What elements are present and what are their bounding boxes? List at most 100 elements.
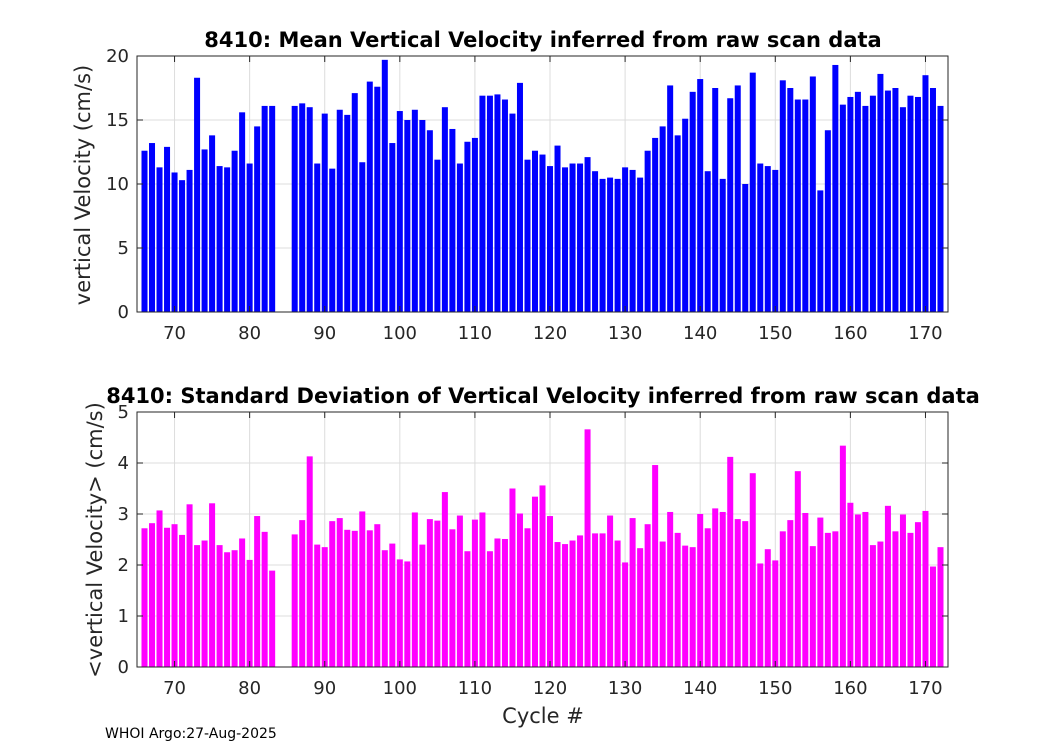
bar — [179, 180, 186, 312]
bar — [141, 528, 148, 667]
bar — [411, 512, 418, 667]
bar — [622, 167, 629, 312]
bar — [291, 534, 298, 667]
bar — [381, 59, 388, 313]
bar — [652, 137, 659, 312]
bar — [697, 79, 704, 312]
bar — [449, 529, 456, 667]
bar — [637, 177, 644, 312]
x-tick-label: 70 — [163, 678, 186, 699]
x-tick-label: 150 — [758, 323, 792, 344]
bar — [697, 514, 704, 667]
bar — [622, 562, 629, 667]
bar — [802, 99, 809, 313]
bar — [682, 118, 689, 312]
bar — [787, 88, 794, 312]
bar — [374, 86, 381, 312]
bar — [577, 535, 584, 667]
bar — [742, 184, 749, 312]
bar — [554, 542, 561, 667]
bar — [547, 516, 554, 667]
bar — [404, 120, 411, 312]
bar — [306, 107, 313, 312]
x-tick-label: 170 — [908, 678, 942, 699]
bar — [749, 72, 756, 312]
x-tick-label: 120 — [533, 323, 567, 344]
bar — [426, 519, 433, 667]
y-ticks: 0 1 2 3 4 5 — [118, 402, 948, 678]
bar — [389, 143, 396, 312]
bar — [201, 149, 208, 312]
bar — [261, 531, 268, 667]
x-tick-label: 160 — [833, 323, 867, 344]
bar — [441, 107, 448, 312]
bar — [877, 73, 884, 312]
bar — [359, 162, 366, 312]
bar — [577, 163, 584, 312]
bar — [261, 105, 268, 312]
y-tick-label: 2 — [118, 555, 129, 576]
bar — [832, 531, 839, 667]
bar — [899, 107, 906, 312]
bar — [381, 550, 388, 667]
bar — [509, 488, 516, 667]
bar — [562, 167, 569, 312]
x-tick-label: 90 — [313, 678, 336, 699]
y-ticks: 0 5 10 15 20 — [106, 46, 948, 323]
bar — [164, 146, 171, 312]
bar — [674, 532, 681, 667]
x-tick-label: 80 — [238, 323, 261, 344]
bar — [186, 504, 193, 667]
bar — [434, 159, 441, 312]
bar — [914, 96, 921, 313]
bar — [644, 524, 651, 667]
bar — [329, 168, 336, 312]
x-tick-label: 110 — [458, 678, 492, 699]
bar — [486, 95, 493, 313]
bar — [817, 190, 824, 312]
bar — [344, 529, 351, 667]
bar — [419, 544, 426, 667]
chart-title: 8410: Mean Vertical Velocity inferred fr… — [204, 28, 881, 52]
bar — [516, 82, 523, 312]
bar — [727, 456, 734, 667]
bar — [614, 178, 621, 312]
bar — [869, 95, 876, 313]
x-tick-label: 130 — [608, 678, 642, 699]
bar — [734, 85, 741, 312]
y-tick-label: 15 — [106, 110, 129, 131]
bar — [907, 95, 914, 313]
y-axis-label: vertical Velocity (cm/s) — [71, 65, 95, 305]
bar — [299, 103, 306, 312]
bar — [479, 512, 486, 667]
axes-frame — [136, 411, 949, 668]
bar — [922, 510, 929, 667]
bar — [239, 538, 246, 667]
bar — [231, 150, 238, 312]
bar — [516, 513, 523, 667]
bar — [757, 163, 764, 312]
bar — [719, 511, 726, 667]
bar — [366, 530, 373, 667]
bar — [607, 515, 614, 667]
x-tick-label: 100 — [383, 678, 417, 699]
bar — [171, 524, 178, 667]
bar — [772, 560, 779, 667]
bar — [231, 550, 238, 667]
y-tick-label: 0 — [118, 657, 129, 678]
x-tick-label: 90 — [313, 323, 336, 344]
bar — [366, 81, 373, 312]
bar — [434, 520, 441, 667]
bar — [479, 95, 486, 313]
bar — [389, 543, 396, 667]
bar — [689, 547, 696, 667]
bar — [501, 99, 508, 313]
y-tick-label: 0 — [118, 302, 129, 323]
bar — [689, 91, 696, 312]
bar — [194, 77, 201, 312]
bar — [149, 143, 156, 312]
bar — [727, 98, 734, 313]
bar — [224, 167, 231, 312]
bar — [156, 167, 163, 312]
bar — [449, 128, 456, 312]
